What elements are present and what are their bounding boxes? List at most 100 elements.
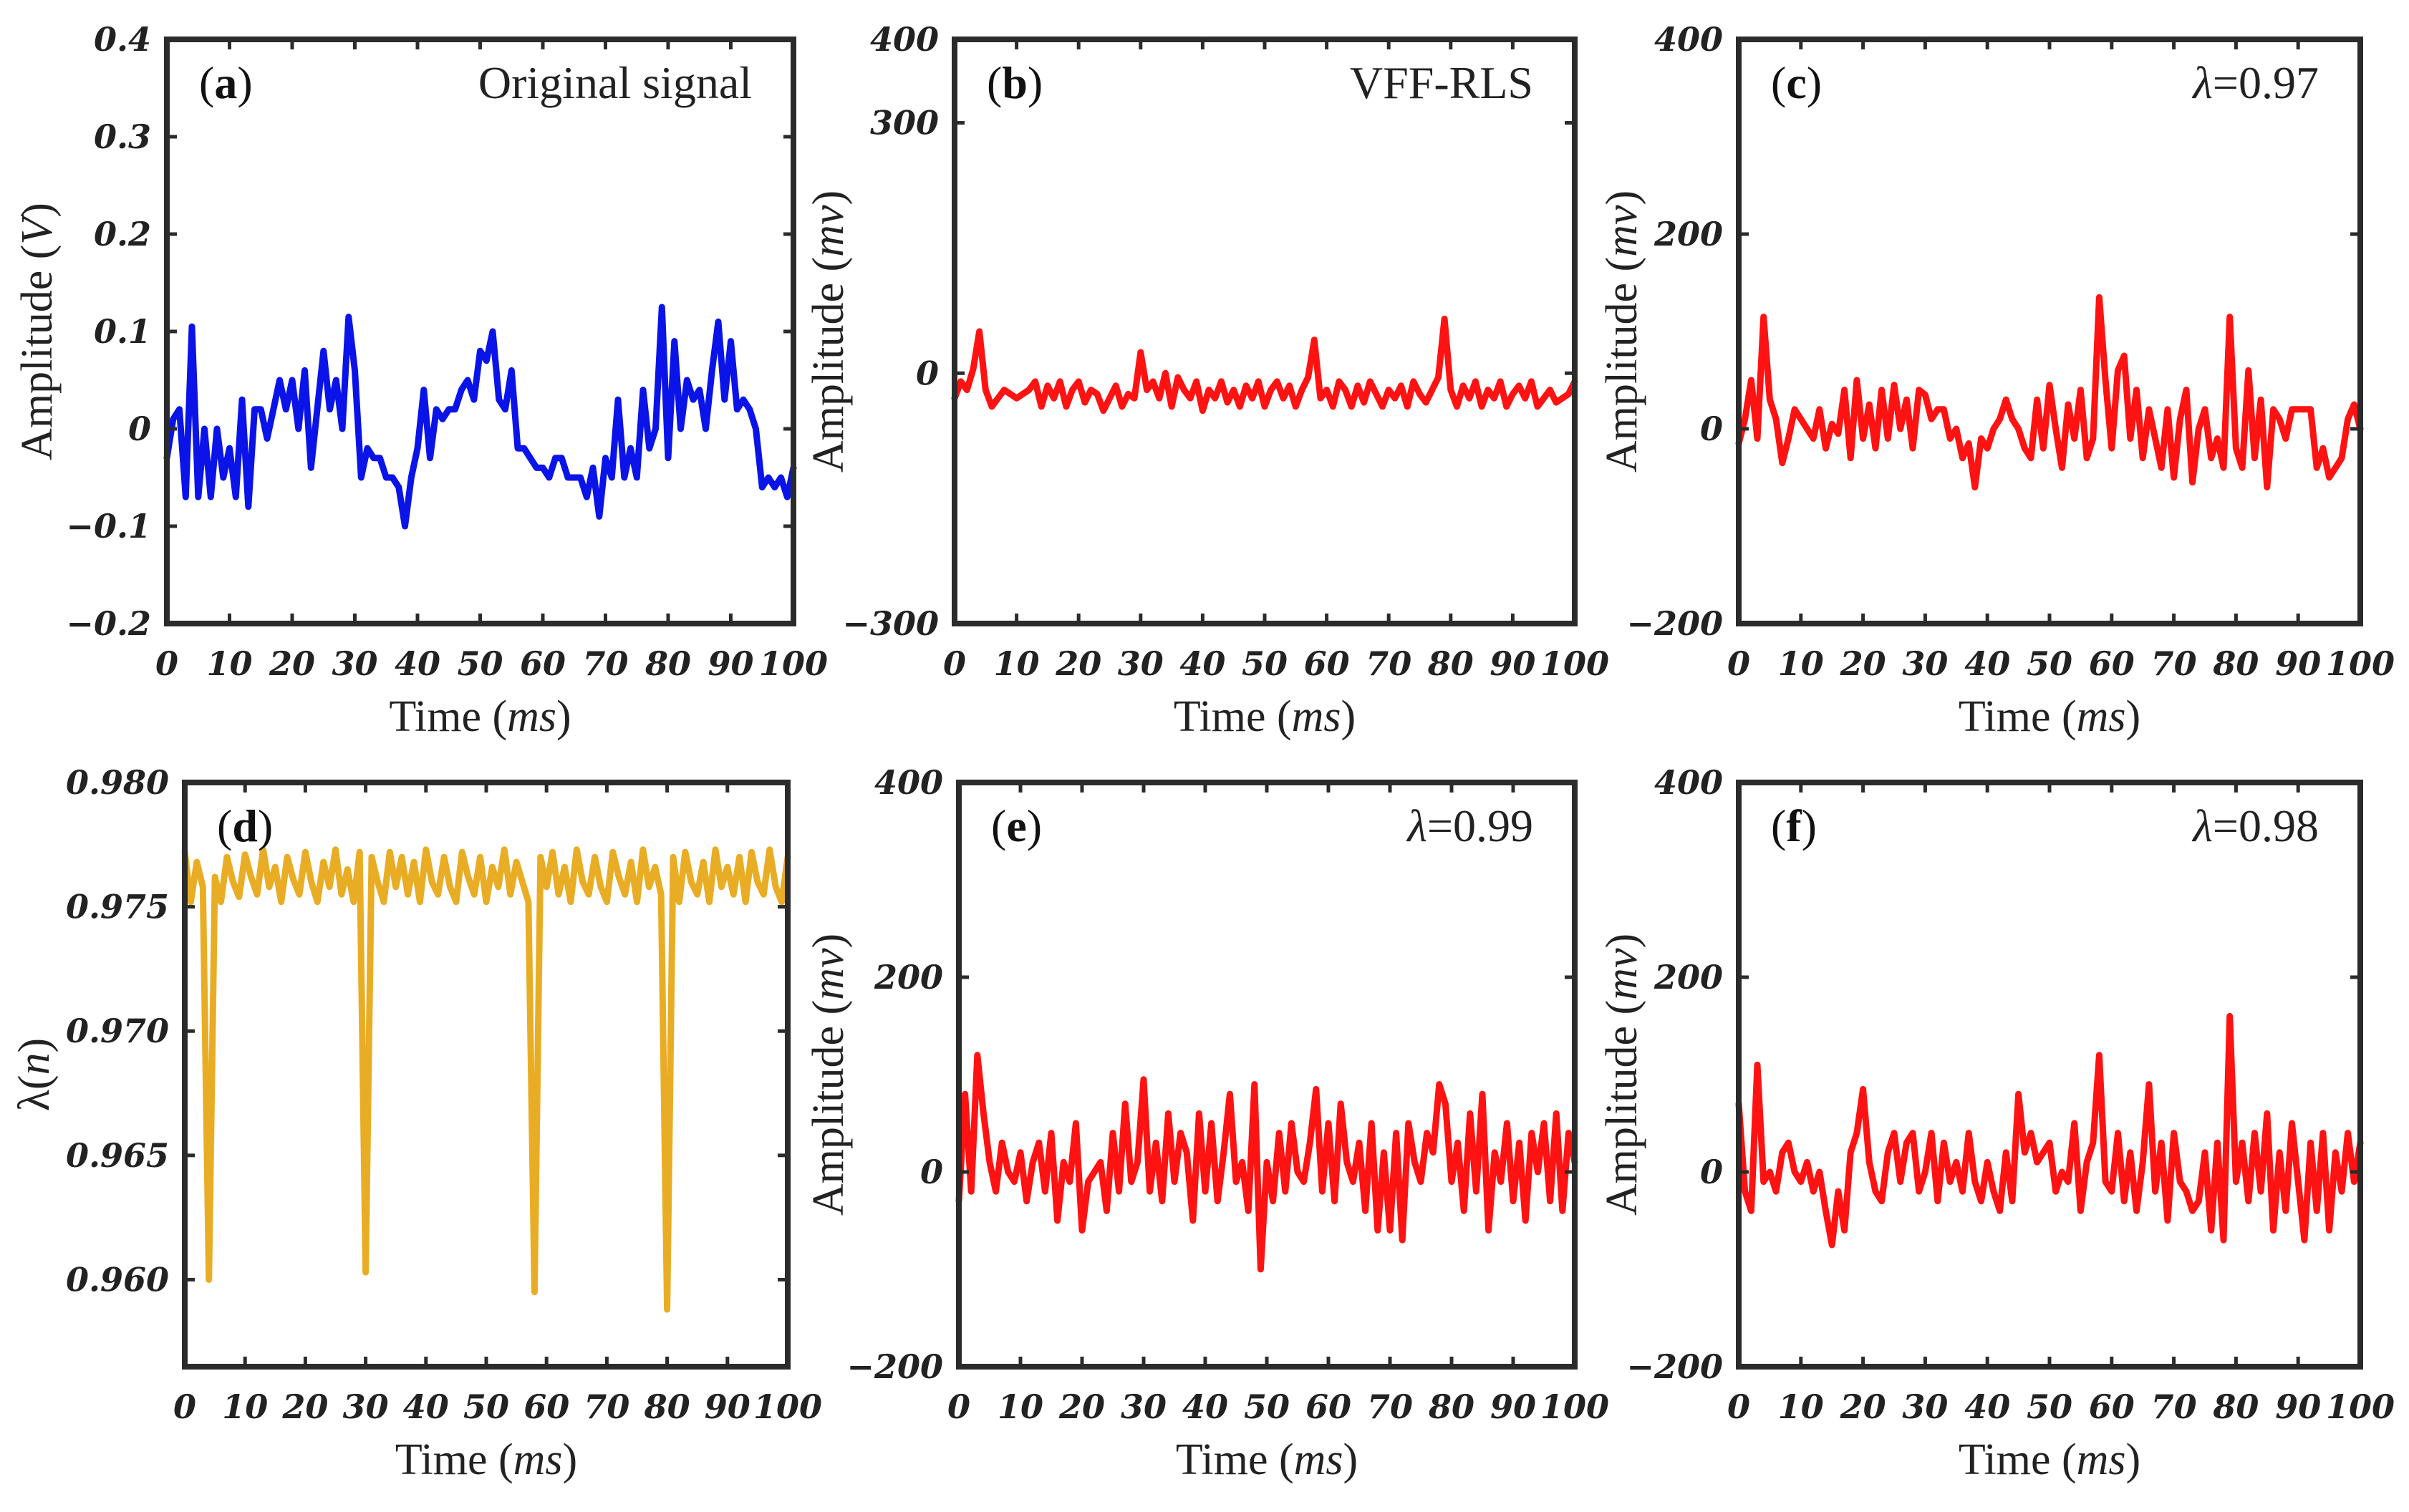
plot-frame-c [1736, 37, 2363, 626]
series-line-a [163, 304, 797, 530]
x-tick-label: 90 [1490, 644, 1535, 683]
x-tick-label: 70 [584, 1387, 629, 1426]
panel-label: (c) [1771, 57, 1822, 108]
x-tick-label: 50 [1242, 644, 1288, 683]
x-tick-label: 10 [998, 1387, 1043, 1426]
x-tick-label: 60 [523, 1387, 569, 1426]
x-tick-label: 40 [1964, 1387, 2010, 1426]
x-tick-label: 80 [1427, 644, 1474, 683]
y-tick-label: 0.1 [94, 312, 151, 351]
x-tick-label: 30 [332, 644, 377, 683]
x-tick-label: 60 [2089, 644, 2135, 683]
x-tick-label: 0 [173, 1387, 196, 1426]
panel-label: (f) [1771, 800, 1817, 851]
x-tick-label: 80 [2212, 1387, 2259, 1426]
y-tick-label: 0.2 [94, 215, 151, 253]
y-tick-label: −0.1 [66, 507, 151, 546]
x-tick-label: 20 [281, 1387, 328, 1426]
series-line-d [181, 846, 791, 1313]
y-axis-label: Amplitude (V) [13, 203, 62, 460]
x-tick-label: 40 [395, 644, 440, 683]
y-tick-label: 400 [870, 20, 939, 59]
y-tick-label: 0 [128, 410, 151, 448]
x-tick-label: 10 [1778, 1387, 1824, 1426]
x-axis-label: Time (ms) [395, 1435, 577, 1484]
y-axis-label: Amplitude (mv) [1598, 934, 1646, 1216]
x-tick-label: 20 [1055, 644, 1101, 683]
y-tick-label: 0 [916, 354, 939, 392]
x-tick-label: 40 [1964, 644, 2010, 683]
panel-label: (d) [217, 800, 273, 851]
x-tick-label: 20 [269, 644, 315, 683]
y-tick-label: 200 [874, 958, 943, 997]
x-tick-label: 30 [1118, 644, 1164, 683]
x-axis-label: Time (ms) [1176, 1435, 1358, 1484]
panel-a: 0 10 20 30 40 50 60 70 80 90 100 −0.2 −0.1 0 0.1 0.2 0.3… [13, 20, 828, 741]
x-tick-label: 90 [705, 1387, 750, 1426]
y-tick-label: 200 [1654, 958, 1723, 997]
x-tick-label: 90 [1490, 1387, 1536, 1426]
y-tick-label: 0.975 [66, 888, 169, 926]
y-tick-label: −300 [842, 604, 939, 643]
y-tick-label: 0.4 [94, 20, 151, 59]
x-tick-label: 60 [1305, 1387, 1351, 1426]
panel-label: (a) [199, 57, 253, 108]
y-tick-label: 300 [870, 104, 939, 142]
y-tick-label: −200 [1626, 1347, 1723, 1386]
series-line-e [955, 1052, 1578, 1273]
x-tick-label: 50 [1244, 1387, 1290, 1426]
x-axis-label: Time (ms) [1959, 1435, 2140, 1484]
plot-frame-a [164, 37, 796, 626]
x-tick-label: 80 [644, 1387, 690, 1426]
x-tick-label: 90 [708, 644, 753, 683]
y-tick-label: 0.980 [66, 763, 169, 802]
y-tick-label: 0 [920, 1153, 943, 1191]
plot-frame-e [956, 780, 1578, 1370]
x-tick-label: 70 [582, 644, 628, 683]
x-tick-label: 0 [947, 1387, 970, 1426]
x-tick-label: 90 [2275, 1387, 2321, 1426]
x-tick-label: 60 [2089, 1387, 2135, 1426]
series-line-b [951, 316, 1578, 415]
panel-title: λ=0.99 [1406, 800, 1533, 851]
x-tick-label: 100 [1540, 1387, 1609, 1426]
x-tick-label: 20 [1840, 644, 1886, 683]
panel-title: λ=0.97 [2191, 57, 2319, 108]
panel-label: (b) [987, 57, 1043, 108]
x-tick-label: 70 [1367, 1387, 1413, 1426]
y-tick-label: 400 [874, 763, 943, 802]
y-axis-label: Amplitude (mv) [804, 190, 853, 472]
x-tick-label: 80 [2212, 644, 2259, 683]
panel-title: λ=0.98 [2191, 800, 2319, 851]
y-tick-label: 0.3 [94, 117, 151, 156]
x-tick-label: 50 [2027, 644, 2072, 683]
x-tick-label: 80 [1428, 1387, 1474, 1426]
x-tick-label: 10 [222, 1387, 268, 1426]
x-tick-label: 30 [1121, 1387, 1167, 1426]
x-tick-label: 70 [2151, 644, 2197, 683]
x-tick-label: 40 [403, 1387, 449, 1426]
x-tick-label: 80 [645, 644, 691, 683]
x-axis-label: Time (ms) [1174, 692, 1356, 741]
x-tick-label: 100 [753, 1387, 822, 1426]
y-tick-label: −0.2 [66, 604, 151, 643]
y-axis-label: Amplitude (mv) [1598, 190, 1646, 472]
x-tick-label: 0 [1727, 644, 1750, 683]
x-tick-label: 20 [1840, 1387, 1886, 1426]
x-axis-label: Time (ms) [389, 692, 571, 741]
x-tick-label: 10 [1778, 644, 1824, 683]
x-tick-label: 30 [1902, 644, 1948, 683]
y-tick-label: 200 [1654, 215, 1723, 253]
y-tick-label: 0.970 [66, 1012, 169, 1050]
plot-frame-b [952, 37, 1578, 626]
x-tick-label: 50 [457, 644, 503, 683]
panel-d: 0 10 20 30 40 50 60 70 80 90 100 0.960 0.965 0.970 0.9… [10, 763, 822, 1484]
y-tick-label: 0.965 [66, 1136, 169, 1175]
y-tick-label: 400 [1654, 20, 1723, 59]
x-tick-label: 50 [2027, 1387, 2072, 1426]
y-tick-label: −200 [846, 1347, 943, 1386]
